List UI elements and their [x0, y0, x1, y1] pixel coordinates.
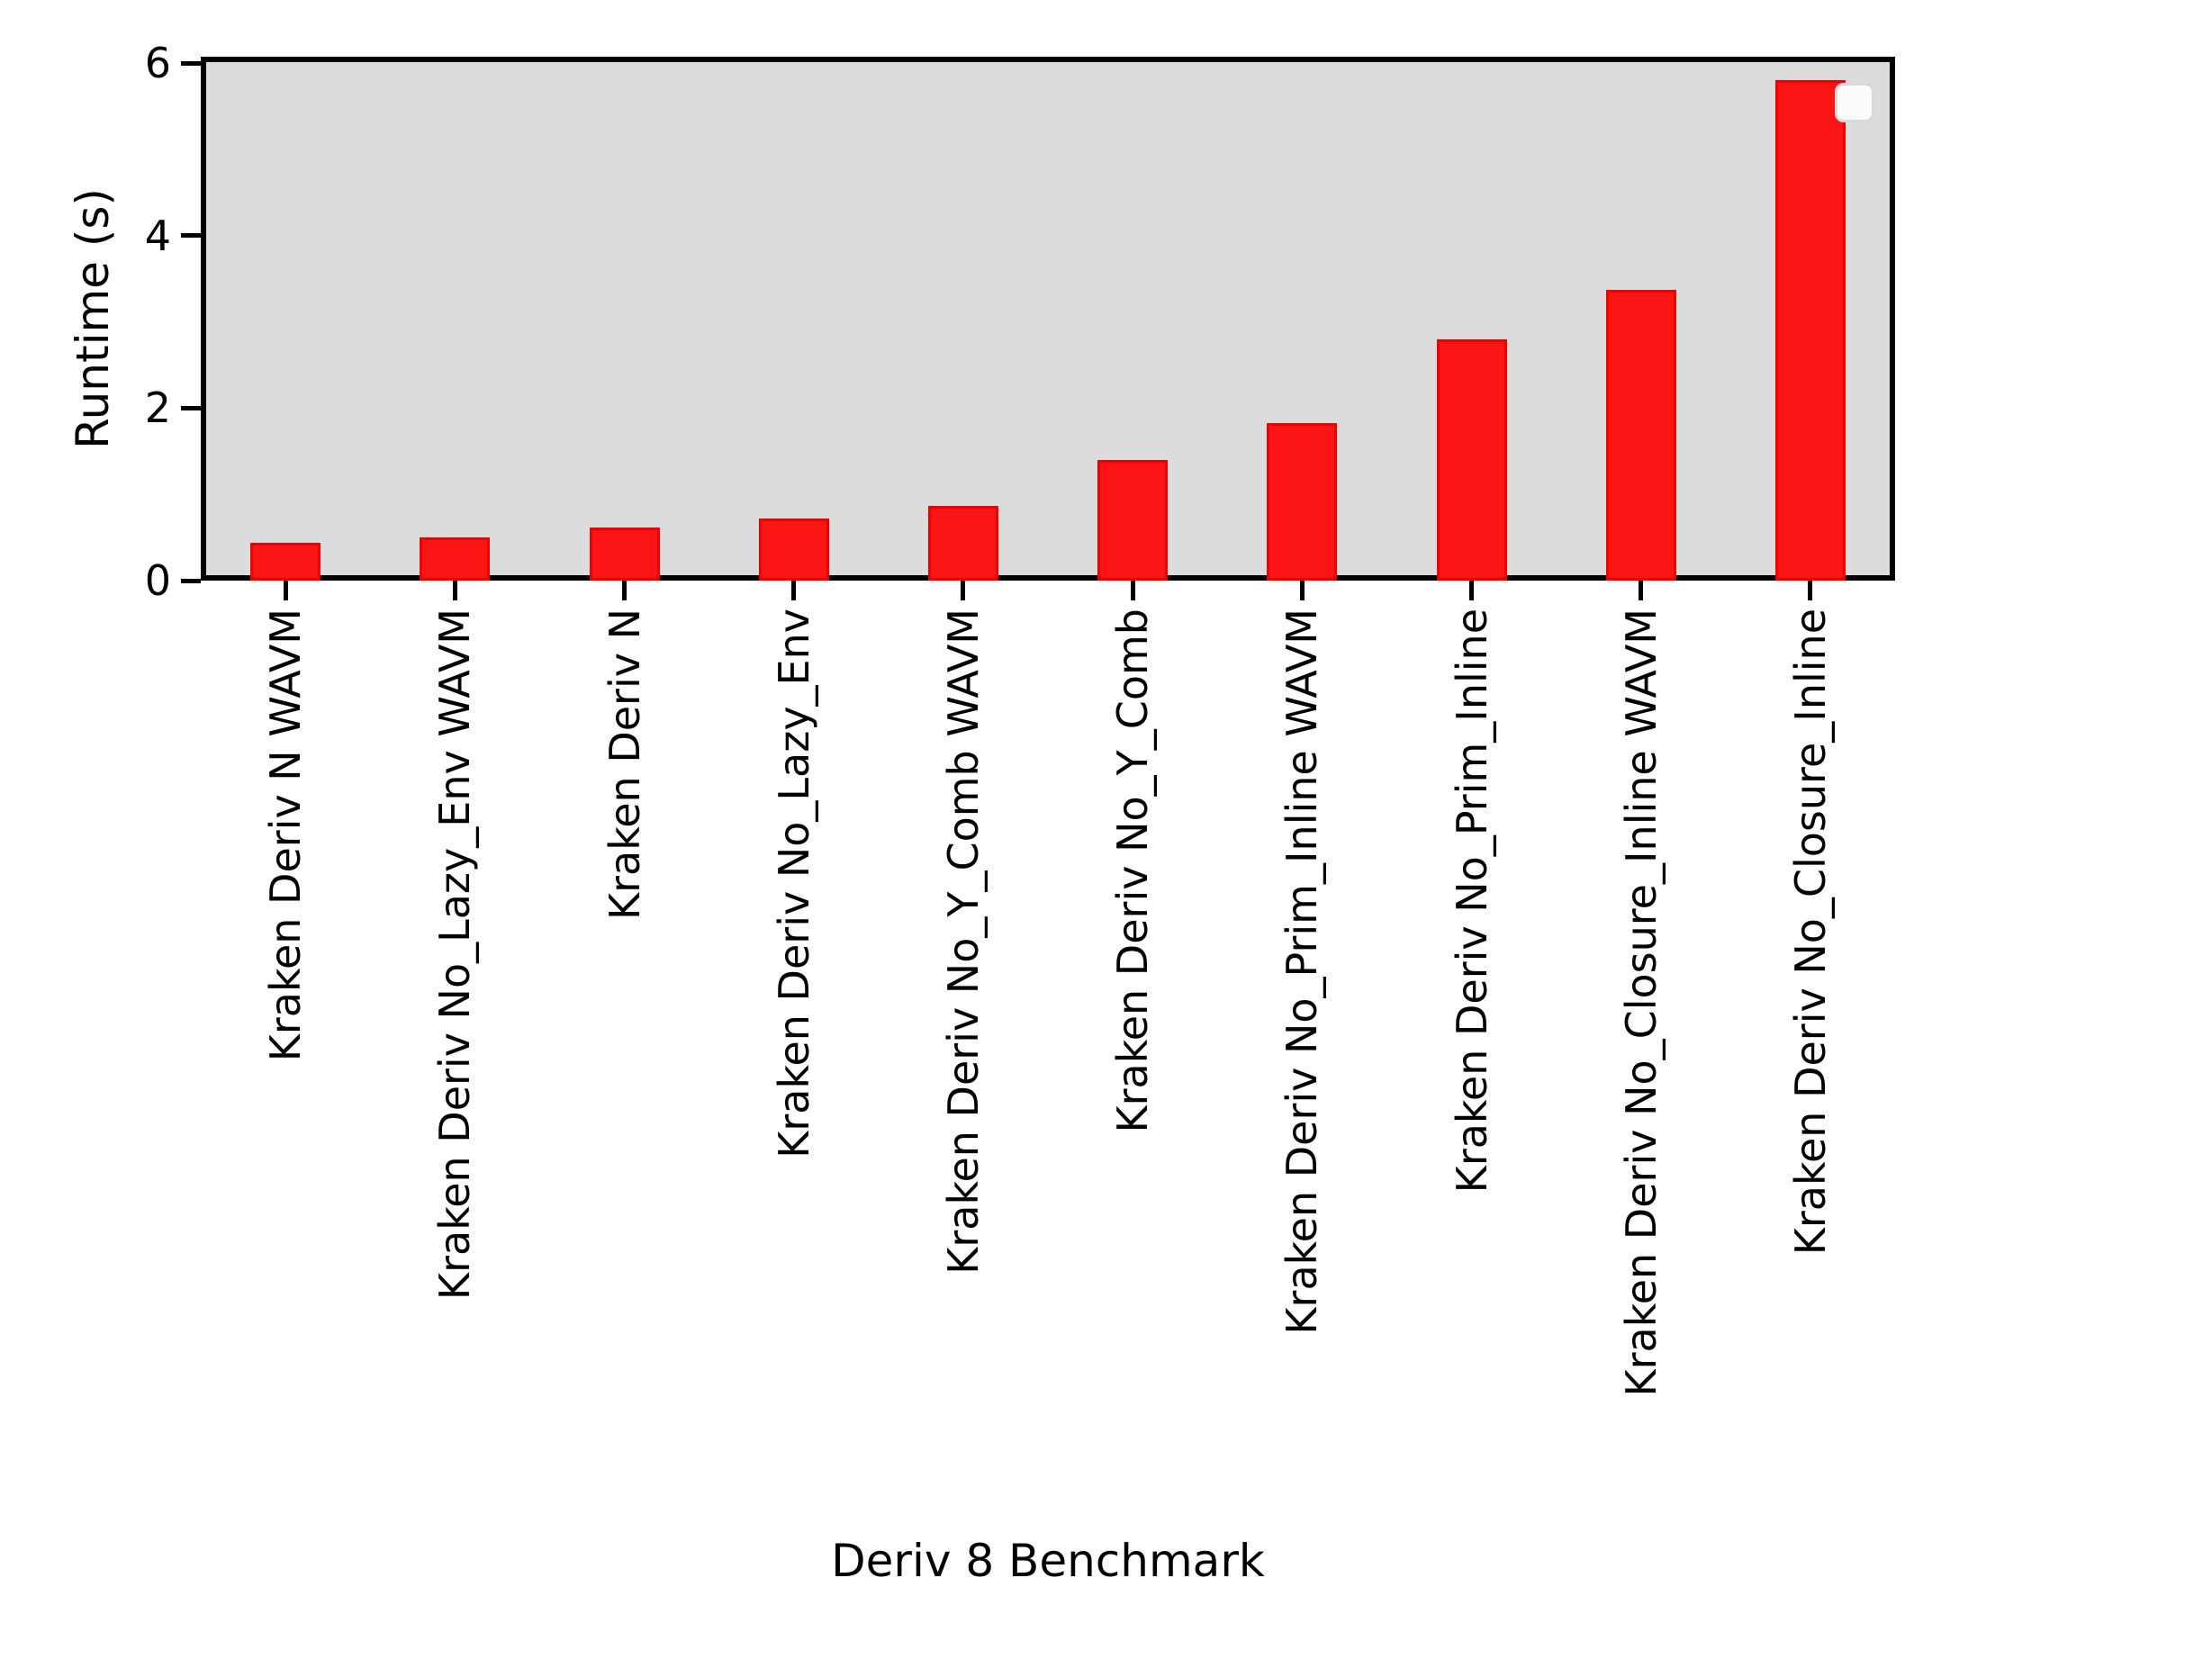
- x-tick-mark: [284, 581, 288, 600]
- x-tick-mark: [961, 581, 965, 600]
- y-tick-label: 6: [144, 39, 171, 87]
- x-tick-label: Kraken Deriv No_Closure_Inline WAVM: [1617, 609, 1666, 1397]
- bar: [1097, 460, 1168, 581]
- x-tick-label: Kraken Deriv No_Closure_Inline: [1786, 609, 1835, 1256]
- x-tick-mark: [1639, 581, 1643, 600]
- x-tick-mark: [622, 581, 627, 600]
- bar: [590, 527, 660, 581]
- y-tick-mark: [181, 406, 201, 410]
- bar: [1267, 423, 1337, 581]
- x-tick-label: Kraken Deriv No_Lazy_Env: [770, 609, 818, 1159]
- y-axis-label: Runtime (s): [67, 188, 119, 449]
- y-tick-mark: [181, 61, 201, 66]
- y-tick-label: 4: [144, 212, 171, 260]
- x-tick-mark: [453, 581, 457, 600]
- y-tick-label: 2: [144, 383, 171, 432]
- bar: [1775, 80, 1846, 581]
- x-tick-label: Kraken Deriv No_Lazy_Env WAVM: [430, 609, 479, 1301]
- bar: [928, 506, 998, 581]
- x-tick-mark: [1131, 581, 1135, 600]
- bar: [420, 537, 490, 581]
- legend-box: [1835, 83, 1874, 122]
- x-tick-mark: [1469, 581, 1474, 600]
- bar: [1437, 339, 1507, 581]
- x-tick-label: Kraken Deriv No_Y_Comb WAVM: [939, 609, 988, 1275]
- x-tick-label: Kraken Deriv N WAVM: [261, 609, 310, 1062]
- x-tick-label: Kraken Deriv No_Prim_Inline: [1448, 609, 1496, 1194]
- bar: [250, 543, 321, 581]
- x-tick-label: Kraken Deriv N: [600, 609, 649, 921]
- x-axis-label: Deriv 8 Benchmark: [831, 1535, 1265, 1587]
- bar: [1606, 290, 1676, 581]
- y-tick-mark: [181, 233, 201, 238]
- x-tick-mark: [1808, 581, 1812, 600]
- x-tick-label: Kraken Deriv No_Y_Comb: [1108, 609, 1157, 1133]
- y-tick-label: 0: [144, 556, 171, 605]
- bar: [759, 518, 829, 581]
- x-tick-mark: [791, 581, 796, 600]
- y-tick-mark: [181, 579, 201, 583]
- x-tick-label: Kraken Deriv No_Prim_Inline WAVM: [1278, 609, 1326, 1335]
- x-tick-mark: [1300, 581, 1305, 600]
